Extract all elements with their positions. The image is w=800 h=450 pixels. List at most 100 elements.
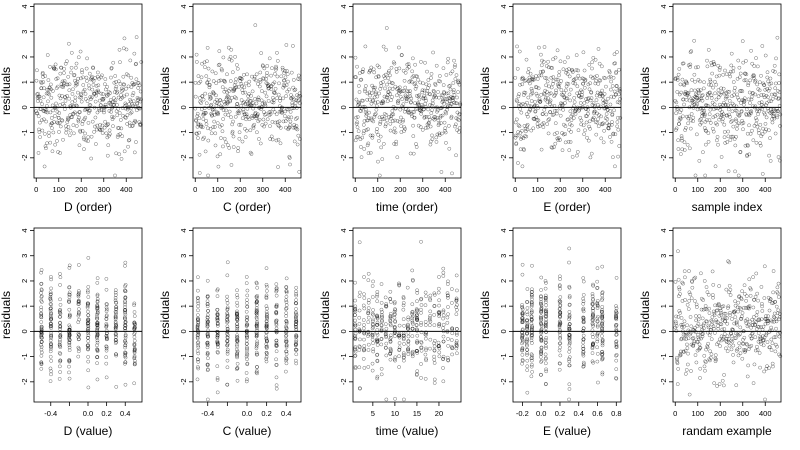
plot-frame <box>352 3 462 179</box>
data-point <box>405 97 409 101</box>
data-point <box>123 116 128 120</box>
data-point <box>691 119 695 124</box>
data-point <box>360 70 365 74</box>
data-point <box>76 320 81 325</box>
data-point <box>288 162 292 167</box>
data-point <box>410 110 415 114</box>
data-point <box>683 372 688 376</box>
data-point <box>773 131 778 136</box>
data-point <box>402 89 406 93</box>
data-point <box>774 113 779 118</box>
data-point <box>599 114 603 119</box>
x-axis-label: C (order) <box>223 200 271 214</box>
data-point <box>565 72 570 76</box>
data-point <box>40 118 44 123</box>
data-point <box>256 95 261 100</box>
data-point <box>718 108 723 112</box>
data-point <box>384 397 389 402</box>
data-point <box>393 328 397 333</box>
data-point <box>223 79 227 84</box>
data-point <box>730 109 735 114</box>
data-point <box>556 138 561 143</box>
data-point <box>410 268 415 273</box>
data-point <box>104 346 109 351</box>
data-point <box>737 345 742 350</box>
data-point <box>383 124 388 129</box>
data-point <box>679 322 684 327</box>
data-point <box>209 102 214 107</box>
data-point <box>680 147 685 152</box>
data-point <box>417 97 422 102</box>
data-point <box>445 293 450 298</box>
data-point <box>393 396 397 401</box>
data-point <box>712 326 716 331</box>
data-point <box>123 382 128 387</box>
data-point <box>97 108 102 113</box>
data-point <box>567 295 572 300</box>
data-point <box>531 75 535 80</box>
data-point <box>71 123 76 128</box>
data-point <box>733 169 737 174</box>
data-point <box>673 319 678 324</box>
data-point <box>702 353 707 358</box>
data-point <box>441 334 446 339</box>
data-point <box>614 376 618 380</box>
data-point <box>264 94 269 99</box>
data-point <box>430 137 435 142</box>
data-point <box>615 100 620 104</box>
data-point <box>255 299 259 303</box>
data-point <box>456 78 461 83</box>
data-point <box>241 110 246 115</box>
data-point <box>544 344 548 349</box>
data-point <box>391 119 395 123</box>
data-point <box>539 318 544 322</box>
data-point <box>520 316 525 321</box>
data-point <box>450 69 455 74</box>
data-point <box>402 397 406 402</box>
data-point <box>726 259 730 264</box>
data-point <box>694 93 699 98</box>
data-point <box>734 119 739 123</box>
data-point <box>581 301 586 306</box>
data-point <box>764 314 768 318</box>
data-point <box>387 86 392 91</box>
data-point <box>523 90 528 95</box>
data-point <box>406 110 410 114</box>
data-point <box>104 345 109 349</box>
data-point <box>44 146 48 151</box>
data-point <box>749 287 753 292</box>
data-point <box>55 139 59 143</box>
data-point <box>528 81 532 86</box>
data-point <box>677 67 682 71</box>
data-point <box>357 327 362 332</box>
data-point <box>264 336 269 341</box>
data-point <box>539 63 544 68</box>
data-point <box>418 125 423 129</box>
data-point <box>567 359 572 364</box>
data-point <box>583 77 588 82</box>
data-point <box>406 339 411 343</box>
data-point <box>418 80 423 85</box>
data-point <box>408 94 412 99</box>
data-point <box>134 35 139 39</box>
data-point <box>567 322 572 326</box>
data-point <box>389 347 393 352</box>
data-point <box>375 100 380 104</box>
data-point <box>244 324 249 328</box>
data-point <box>452 58 456 63</box>
data-point <box>608 102 613 107</box>
data-point <box>705 58 709 63</box>
data-point <box>423 323 428 327</box>
data-point <box>752 297 757 302</box>
data-point <box>449 116 454 120</box>
data-point <box>138 89 143 94</box>
data-point <box>558 337 563 341</box>
data-point <box>196 340 201 345</box>
data-point <box>725 316 729 321</box>
data-point <box>219 123 224 128</box>
data-point <box>240 116 245 121</box>
data-point <box>558 320 563 325</box>
data-point <box>113 315 118 320</box>
data-point <box>45 110 50 115</box>
data-point <box>357 344 362 349</box>
